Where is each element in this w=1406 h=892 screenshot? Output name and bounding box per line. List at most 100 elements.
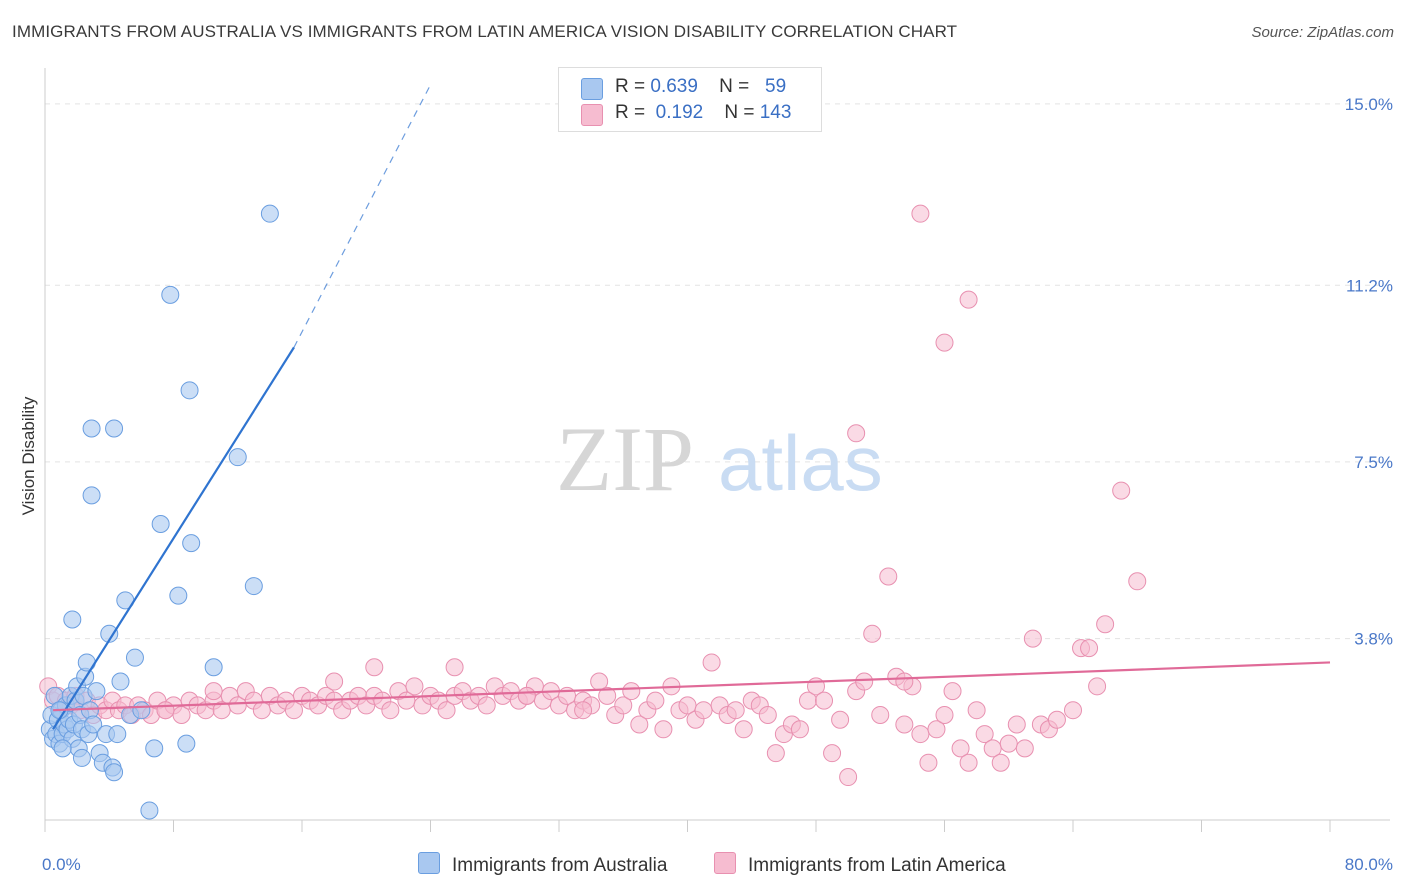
legend-n-value: 143 (759, 102, 792, 123)
x-tick-label: 80.0% (1345, 855, 1393, 874)
latin-america-point (991, 753, 1010, 772)
latin-america-point (1096, 615, 1115, 634)
australia-point (125, 648, 144, 667)
australia-point (260, 204, 279, 223)
stats-legend: R = 0.639 N = 59 R = 0.192 N = 143 (558, 67, 822, 132)
australia-trend-line (52, 346, 295, 730)
x-tick-label: 0.0% (42, 855, 81, 874)
australia-point (151, 515, 170, 533)
latin-america-point (156, 701, 175, 720)
latin-america-point (630, 715, 649, 734)
legend-n-label: N = (724, 102, 755, 123)
latin-america-point (831, 710, 850, 729)
bottom-legend-latin-america: Immigrants from Latin America (714, 852, 1006, 877)
latin-america-point (790, 720, 809, 739)
latin-america-point (999, 734, 1018, 753)
australia-point (82, 419, 101, 438)
latin-america-point (477, 696, 496, 715)
latin-america-point (911, 725, 930, 744)
latin-america-point (654, 720, 673, 739)
australia-point (169, 586, 188, 605)
latin-america-point (766, 744, 785, 763)
chart-title: IMMIGRANTS FROM AUSTRALIA VS IMMIGRANTS … (12, 22, 958, 41)
latin-america-point (646, 691, 665, 710)
latin-america-point (911, 204, 930, 223)
chart-source: Source: ZipAtlas.com (1251, 24, 1394, 41)
australia-point (100, 624, 119, 643)
latin-america-point (758, 705, 777, 724)
y-tick-label: 15.0% (1345, 95, 1393, 114)
latin-america-point (517, 686, 536, 705)
latin-america-point (935, 705, 954, 724)
australia-point (161, 285, 180, 304)
latin-america-point (1023, 629, 1042, 648)
latin-america-point (855, 672, 874, 691)
australia-point (105, 763, 124, 782)
latin-america-point (598, 686, 617, 705)
latin-america-point (1088, 677, 1107, 696)
latin-america-points (39, 204, 1147, 787)
latin-america-point (1080, 639, 1099, 658)
latin-america-point (405, 677, 424, 696)
legend-r-value: 0.192 (655, 102, 704, 123)
australia-point (53, 739, 72, 758)
y-tick-label: 11.2% (1346, 276, 1393, 295)
bottom-legend-label-latin-america: Immigrants from Latin America (748, 855, 1006, 876)
australia-point (105, 419, 124, 438)
bottom-legend-australia: Immigrants from Australia (418, 852, 667, 877)
latin-america-point (1015, 739, 1034, 758)
australia-trend-extension (293, 84, 432, 348)
tick-labels: 3.8% 7.5% 11.2% 15.0% 0.0% 80.0% (42, 95, 1393, 874)
australia-point (182, 534, 201, 553)
legend-n-value: 59 (765, 76, 787, 97)
latin-america-point (967, 701, 986, 720)
latin-america-point (879, 567, 898, 586)
latin-america-point (863, 624, 882, 643)
latin-america-point (943, 682, 962, 701)
latin-america-point (1064, 701, 1082, 720)
australia-point (145, 739, 164, 758)
bottom-legend-swatch-australia (418, 852, 440, 874)
y-tick-label: 3.8% (1354, 630, 1393, 649)
latin-america-point (1128, 572, 1147, 591)
latin-america-point (622, 682, 641, 701)
australia-points (40, 204, 279, 820)
legend-r-value: 0.639 (650, 76, 698, 97)
australia-point (204, 658, 223, 677)
latin-america-point (823, 744, 842, 763)
legend-swatch-latin-america (581, 104, 603, 126)
watermark-zip: ZIP (556, 408, 694, 510)
latin-america-point (381, 701, 400, 720)
bottom-legend-label-australia: Immigrants from Australia (452, 855, 668, 876)
latin-america-point (204, 682, 223, 701)
y-tick-label: 7.5% (1354, 453, 1393, 472)
latin-america-point (815, 691, 834, 710)
latin-america-point (1007, 715, 1026, 734)
latin-america-point (975, 725, 994, 744)
latin-america-point (614, 696, 633, 715)
legend-n-label: N = (719, 76, 750, 97)
australia-point (108, 725, 127, 744)
y-axis-label: Vision Disability (19, 396, 38, 515)
latin-america-point (839, 768, 858, 787)
australia-point (72, 748, 91, 767)
australia-point (82, 486, 101, 505)
australia-point (63, 610, 82, 629)
latin-america-trend-line (52, 661, 1331, 712)
latin-america-point (1112, 481, 1131, 500)
latin-america-point (951, 739, 970, 758)
latin-america-point (726, 701, 745, 720)
australia-point (140, 801, 159, 820)
latin-america-point (927, 720, 946, 739)
legend-r-label: R = (615, 76, 646, 97)
australia-point (84, 715, 103, 734)
latin-america-point (734, 720, 753, 739)
latin-america-point (959, 753, 978, 772)
australia-point (228, 448, 247, 467)
latin-america-point (445, 658, 464, 677)
latin-america-point (847, 424, 866, 443)
australia-point (180, 381, 199, 400)
legend-swatch-australia (581, 78, 603, 100)
latin-america-point (895, 672, 914, 691)
